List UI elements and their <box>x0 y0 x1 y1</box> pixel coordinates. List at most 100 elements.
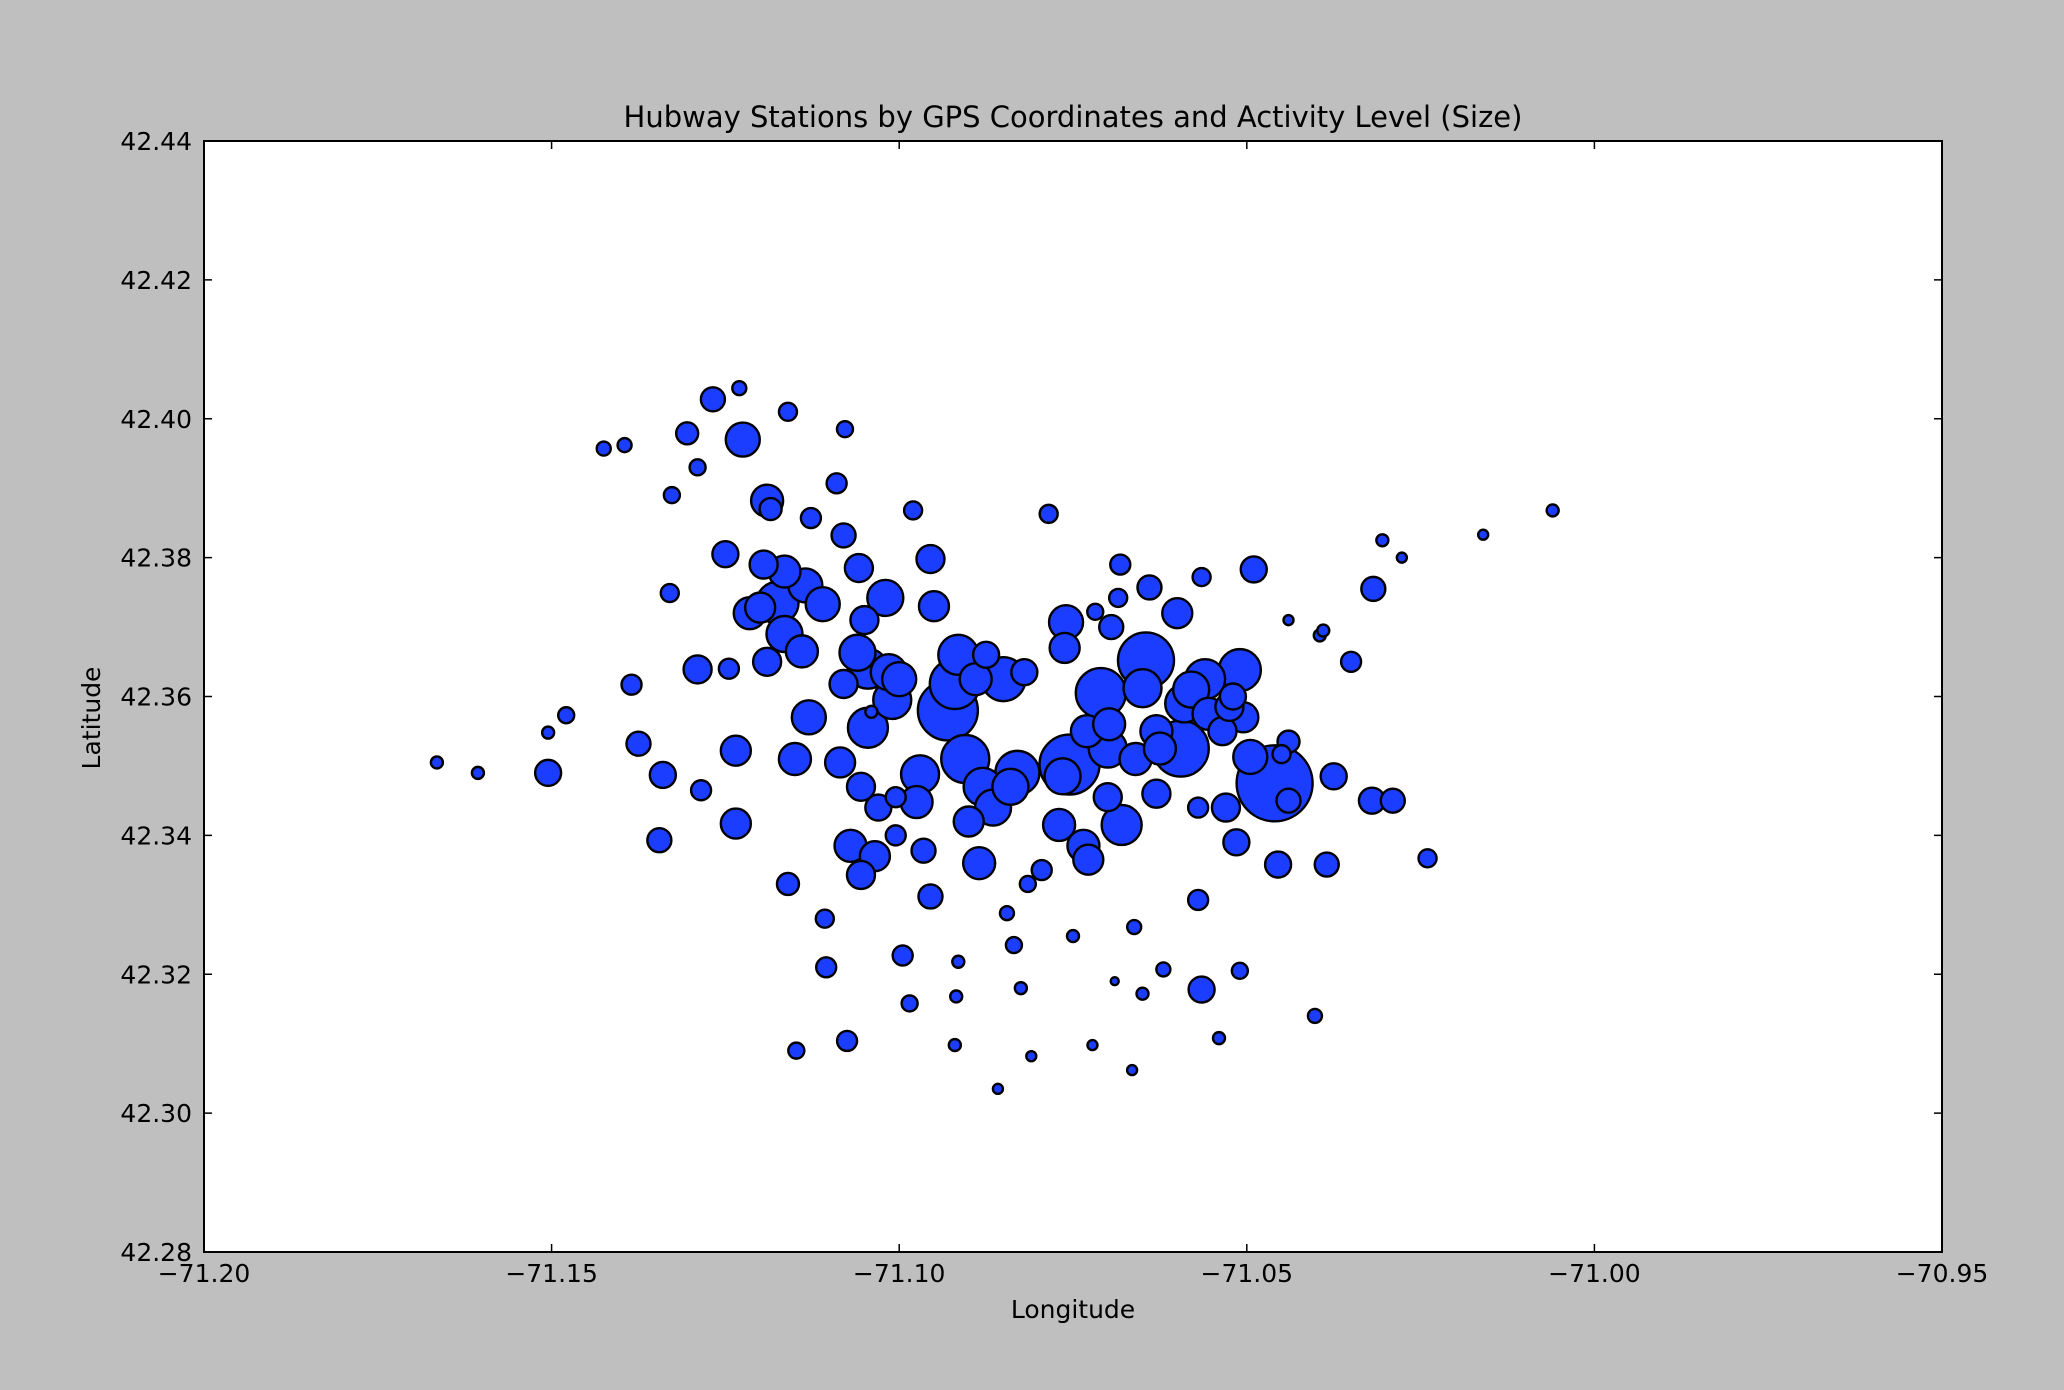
data-point <box>881 660 918 698</box>
data-point <box>470 765 486 781</box>
data-point <box>1086 602 1105 621</box>
data-point <box>835 1029 859 1053</box>
data-point <box>1379 787 1406 814</box>
data-point <box>961 845 997 881</box>
data-point <box>845 771 877 802</box>
y-tick-label: 42.42 <box>120 266 192 295</box>
data-point <box>804 585 841 623</box>
data-point <box>1417 848 1438 869</box>
data-point <box>825 472 848 495</box>
y-tick-label: 42.40 <box>120 405 192 434</box>
data-point <box>1275 787 1302 814</box>
data-point <box>830 522 857 549</box>
data-point <box>724 421 761 458</box>
data-point <box>616 436 633 454</box>
data-point <box>1545 503 1560 518</box>
data-point <box>828 668 859 700</box>
data-point <box>1171 670 1211 709</box>
data-point <box>1210 792 1242 823</box>
y-axis-label: Latitude <box>77 667 106 770</box>
data-point <box>1230 961 1250 980</box>
y-tick-label: 42.36 <box>120 683 192 712</box>
data-point <box>1161 596 1194 630</box>
data-point <box>689 779 713 802</box>
data-point <box>951 954 966 969</box>
points-layer <box>429 379 1560 1096</box>
data-point <box>751 646 783 677</box>
data-point <box>900 994 919 1013</box>
data-point <box>1109 553 1132 576</box>
data-point <box>1186 796 1210 819</box>
data-point <box>815 956 838 979</box>
data-point <box>1155 961 1172 978</box>
data-point <box>533 758 563 788</box>
data-point <box>682 654 713 685</box>
data-point <box>947 1037 963 1053</box>
data-point <box>1100 803 1143 847</box>
data-point <box>1316 623 1331 638</box>
data-point <box>1136 574 1163 601</box>
data-point <box>864 704 879 719</box>
data-point <box>1218 682 1248 711</box>
data-point <box>777 401 799 423</box>
y-tick-label: 42.32 <box>120 960 192 989</box>
data-point <box>835 419 855 439</box>
data-point <box>743 591 777 624</box>
data-point <box>1125 1063 1139 1077</box>
x-axis-label: Longitude <box>1011 1295 1135 1324</box>
data-point <box>1025 1049 1038 1063</box>
data-point <box>620 673 643 696</box>
data-point <box>777 741 813 777</box>
y-tick-label: 42.38 <box>120 544 192 573</box>
data-point <box>1043 757 1082 796</box>
data-point <box>1395 551 1409 564</box>
data-point <box>1186 888 1210 912</box>
data-point <box>884 785 907 809</box>
x-tick-label: −71.10 <box>853 1259 946 1288</box>
data-point <box>748 549 779 580</box>
data-point <box>1222 828 1251 857</box>
data-point <box>1319 762 1348 791</box>
y-tick-label: 42.28 <box>120 1238 192 1267</box>
data-point <box>540 725 556 740</box>
data-point <box>1375 533 1390 548</box>
data-point <box>711 539 740 569</box>
data-point <box>910 837 937 864</box>
x-tick-label: −71.00 <box>1548 1259 1641 1288</box>
data-point <box>1091 707 1127 742</box>
data-point <box>845 859 877 891</box>
data-point <box>843 552 875 584</box>
data-point <box>1038 503 1059 525</box>
x-tick-label: −71.15 <box>505 1259 598 1288</box>
data-point <box>719 807 753 840</box>
data-point <box>971 640 1001 670</box>
data-point <box>849 604 880 636</box>
data-point <box>1211 1030 1227 1046</box>
data-point <box>1141 778 1172 809</box>
data-point <box>866 578 905 618</box>
data-point <box>775 871 801 897</box>
data-point <box>1098 613 1125 641</box>
data-point <box>917 883 944 910</box>
data-point <box>1191 566 1212 588</box>
data-point <box>1092 781 1123 813</box>
data-point <box>991 1082 1005 1096</box>
data-point <box>784 634 820 669</box>
data-point <box>662 485 682 505</box>
data-point <box>884 824 907 847</box>
data-point <box>1360 575 1387 603</box>
chart-title: Hubway Stations by GPS Coordinates and A… <box>624 100 1523 134</box>
data-point <box>991 767 1030 806</box>
data-point <box>1041 807 1077 843</box>
data-point <box>1306 1007 1324 1025</box>
data-point <box>1232 738 1269 776</box>
data-point <box>719 734 753 767</box>
data-point <box>917 590 951 623</box>
x-axis-ticks: −71.20 −71.15 −71.10 −71.05 −71.00 −70.95 <box>158 141 1988 1288</box>
data-point <box>1109 975 1120 987</box>
data-point <box>1142 731 1178 766</box>
data-point <box>1282 613 1295 627</box>
data-point <box>1107 587 1129 609</box>
x-tick-label: −71.05 <box>1201 1259 1294 1288</box>
